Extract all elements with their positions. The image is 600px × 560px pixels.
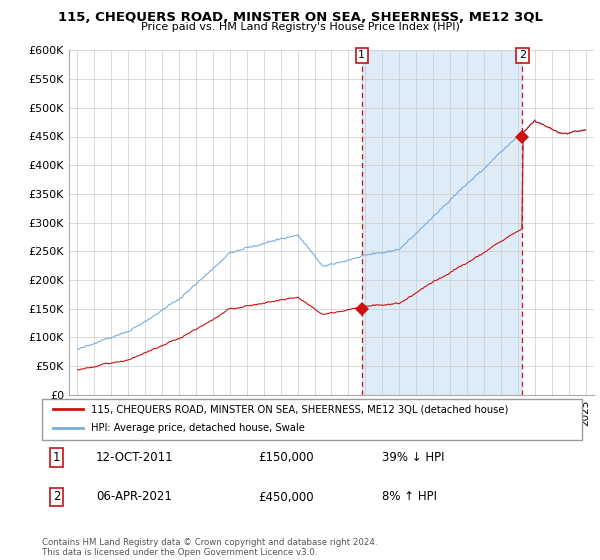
Text: 06-APR-2021: 06-APR-2021 (96, 491, 172, 503)
Text: 2: 2 (53, 491, 61, 503)
Text: 1: 1 (53, 451, 61, 464)
Text: 12-OCT-2011: 12-OCT-2011 (96, 451, 173, 464)
Text: £150,000: £150,000 (258, 451, 314, 464)
Text: 115, CHEQUERS ROAD, MINSTER ON SEA, SHEERNESS, ME12 3QL (detached house): 115, CHEQUERS ROAD, MINSTER ON SEA, SHEE… (91, 404, 508, 414)
FancyBboxPatch shape (42, 399, 582, 440)
Text: Price paid vs. HM Land Registry's House Price Index (HPI): Price paid vs. HM Land Registry's House … (140, 22, 460, 32)
Text: Contains HM Land Registry data © Crown copyright and database right 2024.
This d: Contains HM Land Registry data © Crown c… (42, 538, 377, 557)
Text: £450,000: £450,000 (258, 491, 314, 503)
Text: 8% ↑ HPI: 8% ↑ HPI (382, 491, 437, 503)
Text: HPI: Average price, detached house, Swale: HPI: Average price, detached house, Swal… (91, 423, 304, 433)
Text: 115, CHEQUERS ROAD, MINSTER ON SEA, SHEERNESS, ME12 3QL: 115, CHEQUERS ROAD, MINSTER ON SEA, SHEE… (58, 11, 542, 24)
Text: 1: 1 (358, 50, 365, 60)
Bar (362, 50, 523, 395)
Text: 2: 2 (519, 50, 526, 60)
Text: 39% ↓ HPI: 39% ↓ HPI (382, 451, 445, 464)
